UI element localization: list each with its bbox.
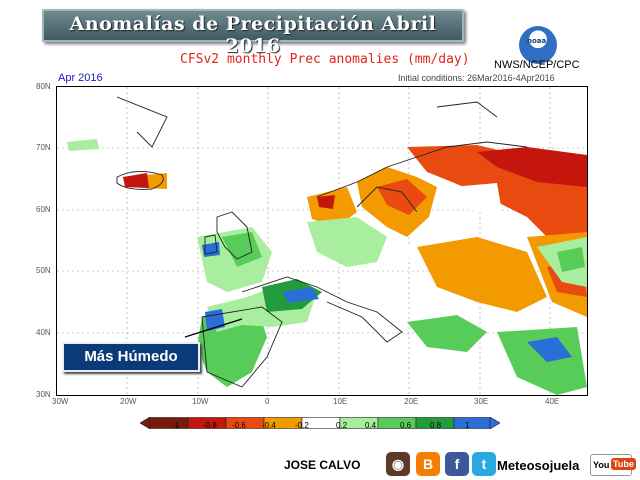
youtube-text-tube: Tube (611, 458, 636, 470)
noaa-logo: noaa (519, 26, 557, 64)
legend-label: -1 (172, 421, 180, 430)
legend-label: 0.8 (430, 421, 442, 430)
lon-label: 10W (192, 397, 209, 406)
page-title: Anomalías de Precipitación Abril 2016 (69, 13, 437, 57)
lon-label: 20W (120, 397, 137, 406)
facebook-icon[interactable]: f (445, 452, 469, 476)
map-canvas (57, 87, 587, 395)
legend-label: -0.8 (203, 421, 217, 430)
youtube-text-you: You (593, 460, 610, 470)
youtube-icon[interactable]: You Tube (590, 454, 636, 476)
coastlines (116, 96, 528, 388)
lat-label: 60N (36, 205, 51, 214)
lat-label: 70N (36, 143, 51, 152)
lat-label: 30N (36, 390, 51, 399)
callout-label: Más Húmedo (84, 348, 178, 365)
lat-label: 40N (36, 328, 51, 337)
map-subtitle: CFSv2 monthly Prec anomalies (mm/day) (180, 52, 470, 67)
legend-label: 1 (465, 421, 470, 430)
agency-label: NWS/NCEP/CPC (494, 59, 580, 71)
legend-arrow-left (139, 416, 151, 430)
legend-swatch (149, 417, 189, 429)
lon-label: 40E (545, 397, 560, 406)
lon-label: 30E (474, 397, 489, 406)
legend-arrow-right (489, 416, 501, 430)
forecast-month: Apr 2016 (58, 72, 103, 84)
noaa-logo-text: noaa (527, 37, 547, 45)
legend-label: 0.2 (336, 421, 348, 430)
lat-label: 50N (36, 266, 51, 275)
legend-swatch (453, 417, 491, 429)
twitter-icon[interactable]: t (472, 452, 496, 476)
lon-label: 10E (333, 397, 348, 406)
title-banner: Anomalías de Precipitación Abril 2016 (42, 9, 464, 57)
lat-label: 80N (36, 82, 51, 91)
callout-arrow (184, 318, 243, 338)
legend-label: -0.2 (295, 421, 309, 430)
legend-bar (139, 416, 501, 430)
legend-label: 0.4 (365, 421, 377, 430)
legend-label: -0.4 (262, 421, 276, 430)
blogger-icon[interactable]: B (416, 452, 440, 476)
lon-label: 0 (265, 397, 270, 406)
lon-label: 20E (404, 397, 419, 406)
color-legend (139, 414, 501, 430)
wetter-callout: Más Húmedo (62, 342, 200, 372)
wet-anomaly-areas (67, 139, 587, 395)
legend-label: 0.6 (400, 421, 412, 430)
brand-name[interactable]: Meteosojuela (497, 458, 580, 473)
legend-label: -0.6 (232, 421, 246, 430)
instagram-icon[interactable]: ◉ (386, 452, 410, 476)
lon-label: 30W (52, 397, 69, 406)
initial-conditions: Initial conditions: 26Mar2016-4Apr2016 (398, 73, 555, 83)
author-name: JOSE CALVO (284, 458, 361, 472)
